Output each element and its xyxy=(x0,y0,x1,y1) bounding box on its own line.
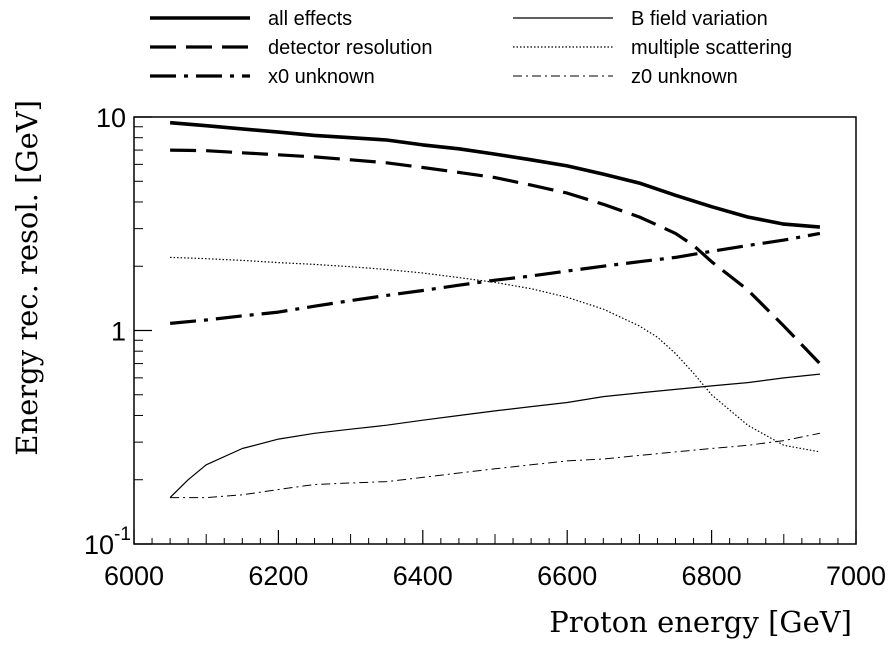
legend-label-6: z0 unknown xyxy=(631,66,738,88)
minor-ticks xyxy=(134,126,839,544)
legend-label-3: x0 unknown xyxy=(268,66,375,88)
series-line-4 xyxy=(169,373,820,499)
series-line-5 xyxy=(170,256,821,453)
legend-label-1: all effects xyxy=(268,8,352,30)
y-tick-label-3: 10 xyxy=(96,103,126,133)
series-layer xyxy=(169,120,822,499)
legend-label-4: B field variation xyxy=(631,8,768,30)
series-line-2 xyxy=(170,148,822,365)
x-tick-label-6: 7000 xyxy=(826,561,886,591)
x-tick-label-5: 6800 xyxy=(682,561,742,591)
series-line-3 xyxy=(169,231,821,325)
y-tick-exponent-1: -1 xyxy=(114,524,131,545)
plot-frame xyxy=(133,116,857,545)
series-line-6 xyxy=(170,432,820,499)
x-tick-label-4: 6600 xyxy=(537,561,597,591)
legend-label-2: detector resolution xyxy=(268,37,433,59)
x-tick-label-3: 6400 xyxy=(393,561,453,591)
y-tick-label-2: 1 xyxy=(111,317,126,347)
y-axis-title: Energy rec. resol. [GeV] xyxy=(10,100,44,456)
x-tick-label-1: 6000 xyxy=(104,561,164,591)
legend: all effects detector resolution x0 unknown… xyxy=(150,8,792,88)
series-line-1 xyxy=(169,120,821,229)
x-axis-title: Proton energy [GeV] xyxy=(549,605,852,639)
x-tick-label-2: 6200 xyxy=(248,561,308,591)
x-axis-ticks: 6000 6200 6400 6600 6800 7000 xyxy=(104,530,886,591)
y-tick-label-1: 10 xyxy=(84,530,114,560)
legend-label-5: multiple scattering xyxy=(631,37,792,59)
